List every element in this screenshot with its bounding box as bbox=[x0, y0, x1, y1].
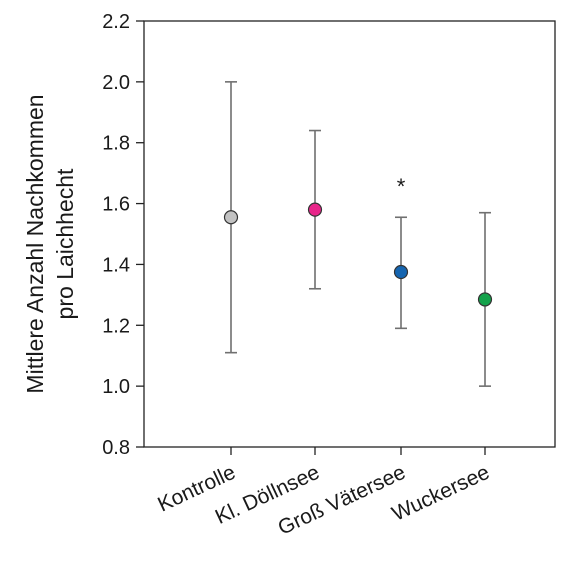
y-tick-label: 2.0 bbox=[102, 72, 130, 94]
y-axis-label-line: pro Laichhecht bbox=[52, 168, 78, 319]
y-tick-label: 1.6 bbox=[102, 194, 130, 216]
annotations: * bbox=[397, 174, 406, 199]
plot-border bbox=[143, 20, 556, 448]
data-point bbox=[477, 292, 493, 307]
y-axis-ticks: 0.8 1.0 1.2 1.4 1.6 1.8 2.0 2.2 bbox=[102, 11, 144, 459]
y-tick-label: 1.4 bbox=[102, 254, 130, 276]
y-tick-label: 0.8 bbox=[102, 437, 130, 459]
y-axis-label-line: Mittlere Anzahl Nachkommen bbox=[22, 94, 48, 393]
y-axis-label: Mittlere Anzahl Nachkommen pro Laichhecht bbox=[22, 94, 78, 393]
x-tick-label: Wuckersee bbox=[389, 461, 494, 526]
y-tick-label: 2.2 bbox=[102, 11, 130, 33]
data-point bbox=[307, 202, 323, 217]
y-tick-label: 1.0 bbox=[102, 376, 130, 398]
y-tick-label: 1.2 bbox=[102, 315, 130, 337]
error-bars bbox=[225, 81, 491, 387]
significance-asterisk: * bbox=[397, 174, 406, 199]
y-tick-label: 1.8 bbox=[102, 133, 130, 155]
plot-frame bbox=[143, 20, 556, 448]
data-points bbox=[223, 202, 493, 307]
data-point bbox=[393, 264, 409, 280]
data-point bbox=[223, 210, 239, 225]
